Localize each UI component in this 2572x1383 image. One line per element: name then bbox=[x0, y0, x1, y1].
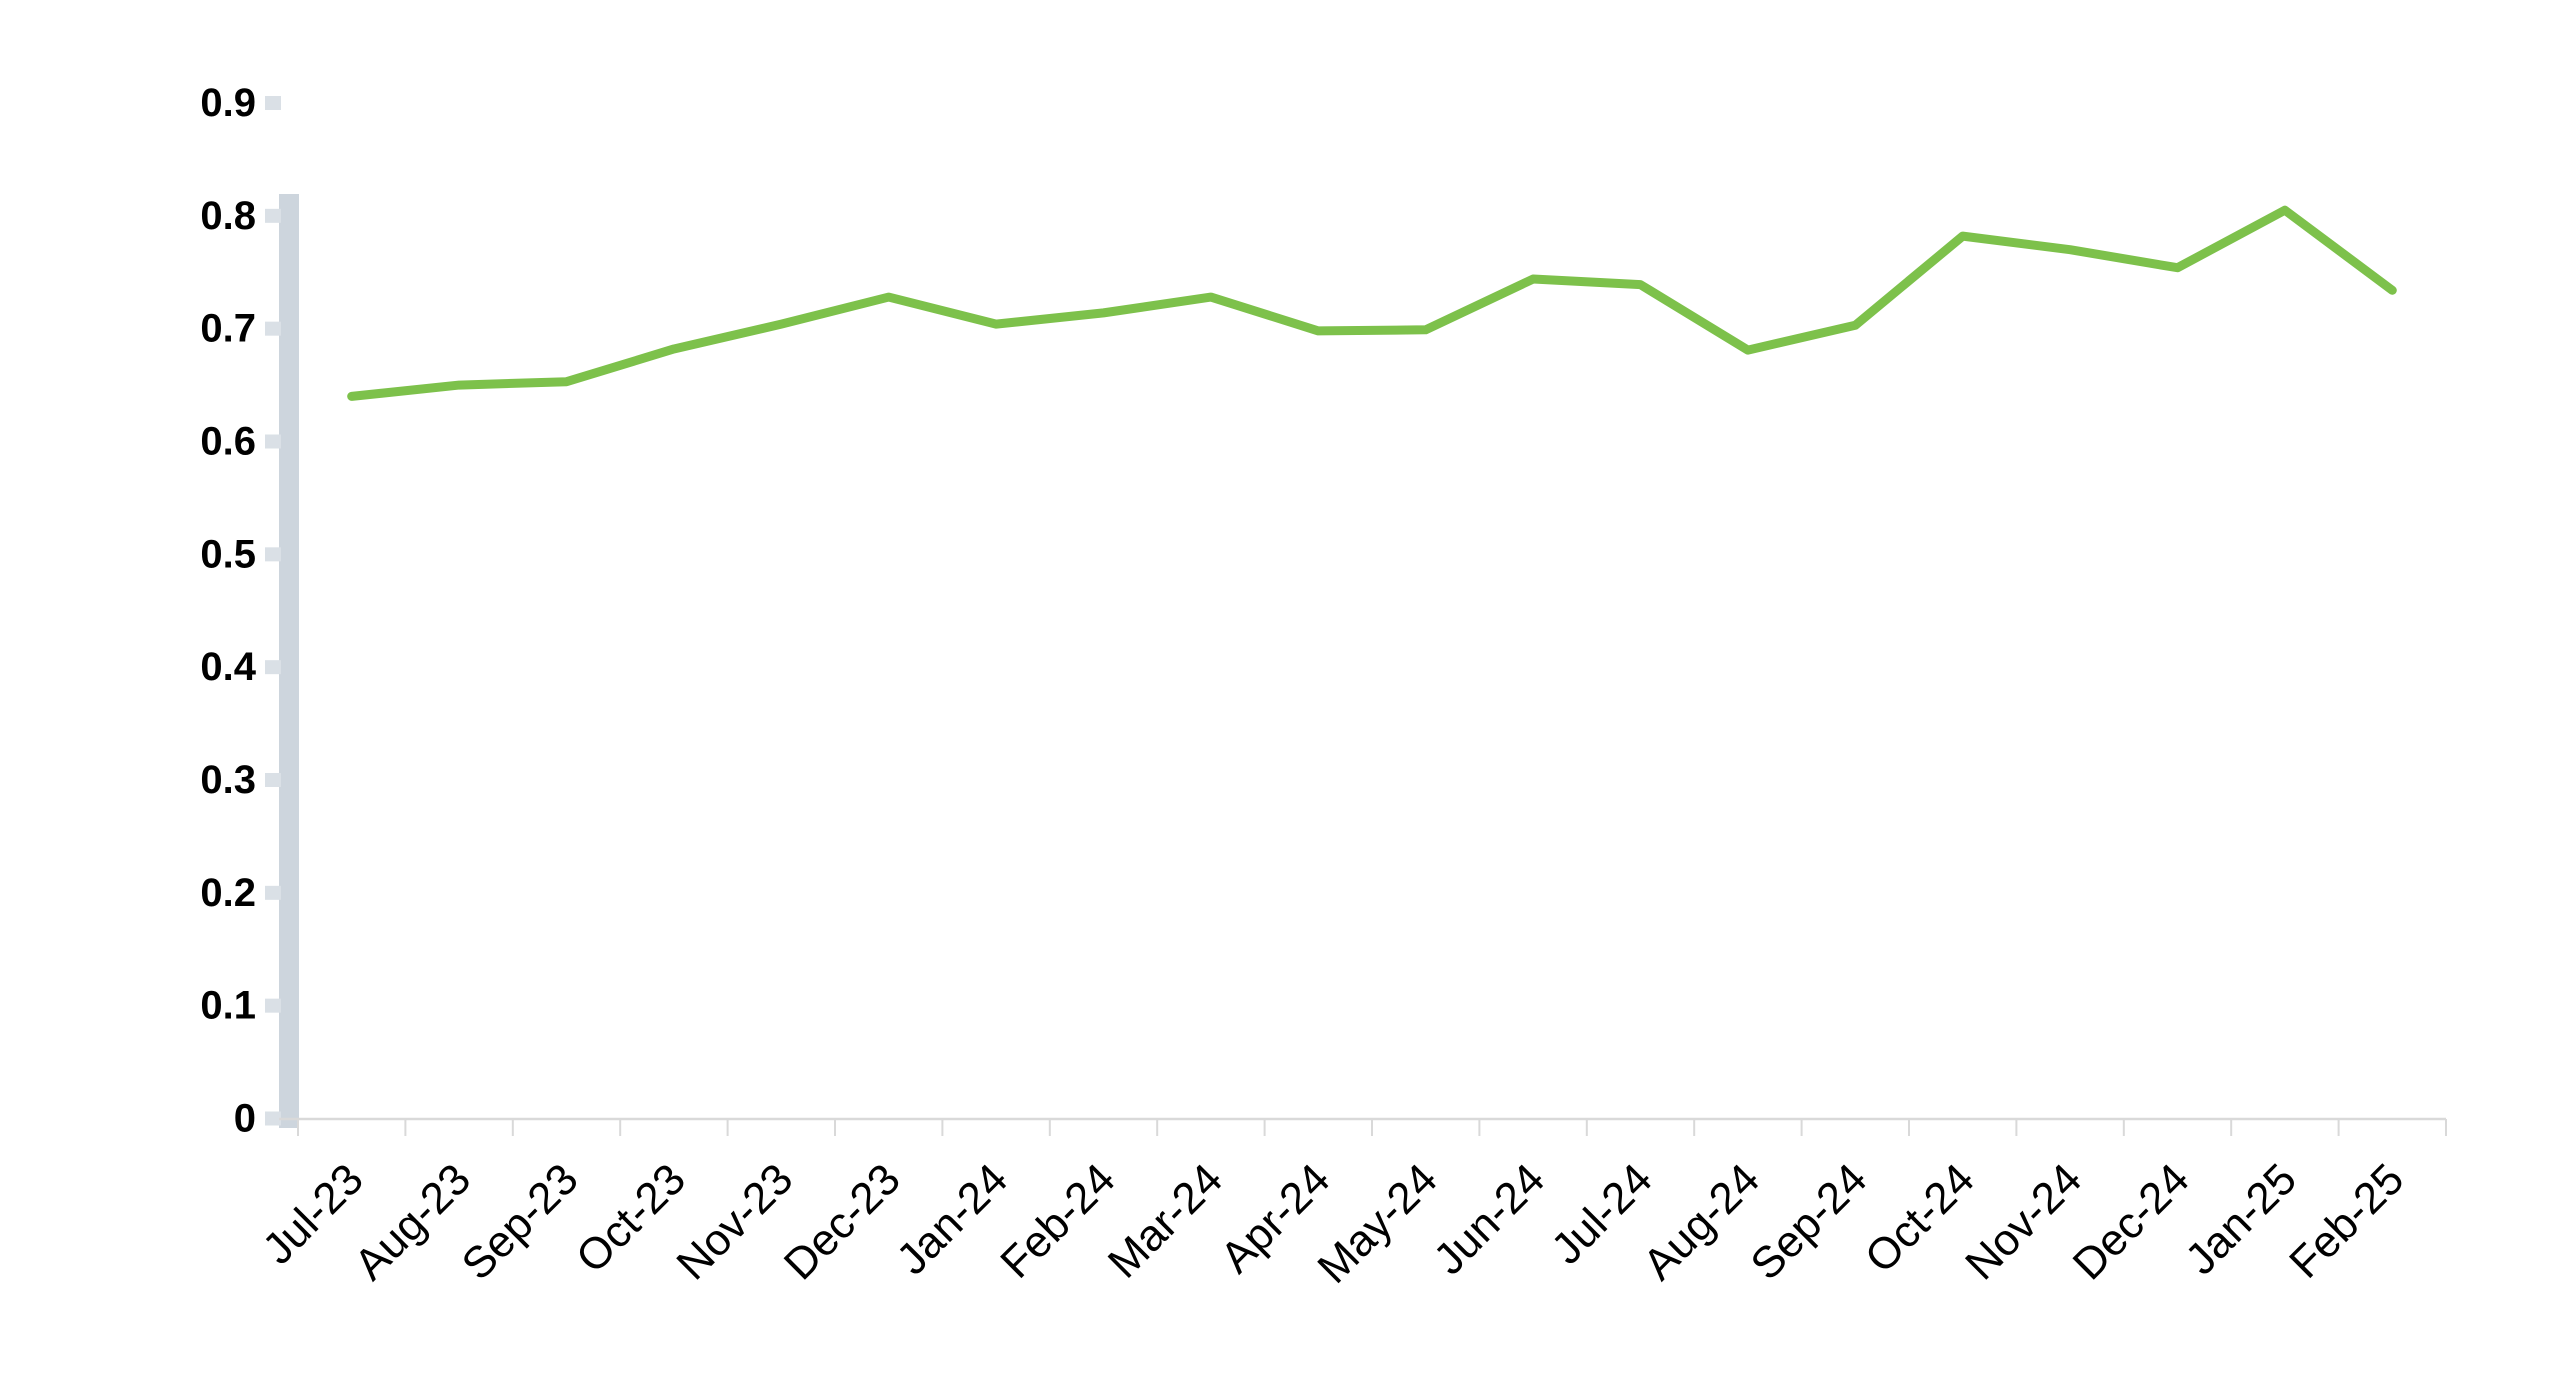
y-axis-tick bbox=[265, 434, 281, 449]
y-axis-tick bbox=[265, 208, 281, 223]
y-tick-label: 0.8 bbox=[200, 194, 256, 238]
y-tick-label: 0.6 bbox=[200, 420, 256, 464]
y-axis-tick bbox=[265, 885, 281, 900]
y-tick-label: 0.9 bbox=[200, 81, 256, 125]
y-axis-tick bbox=[265, 1111, 281, 1126]
y-tick-label: 0.2 bbox=[200, 871, 256, 915]
y-axis-tick bbox=[265, 96, 281, 110]
y-tick-label: 0.5 bbox=[200, 532, 256, 576]
y-tick-label: 0 bbox=[234, 1097, 256, 1141]
y-tick-label: 0.4 bbox=[200, 645, 256, 689]
y-axis-tick bbox=[265, 998, 281, 1013]
y-axis-tick bbox=[265, 321, 281, 336]
y-tick-label: 0.7 bbox=[200, 307, 256, 351]
y-tick-label: 0.1 bbox=[200, 984, 256, 1028]
y-axis-bar bbox=[279, 194, 299, 1128]
series-line bbox=[347, 205, 2397, 401]
y-tick-label: 0.3 bbox=[200, 758, 256, 802]
y-axis-tick bbox=[265, 660, 281, 675]
y-axis-tick bbox=[265, 547, 281, 562]
y-axis-tick bbox=[265, 773, 281, 787]
